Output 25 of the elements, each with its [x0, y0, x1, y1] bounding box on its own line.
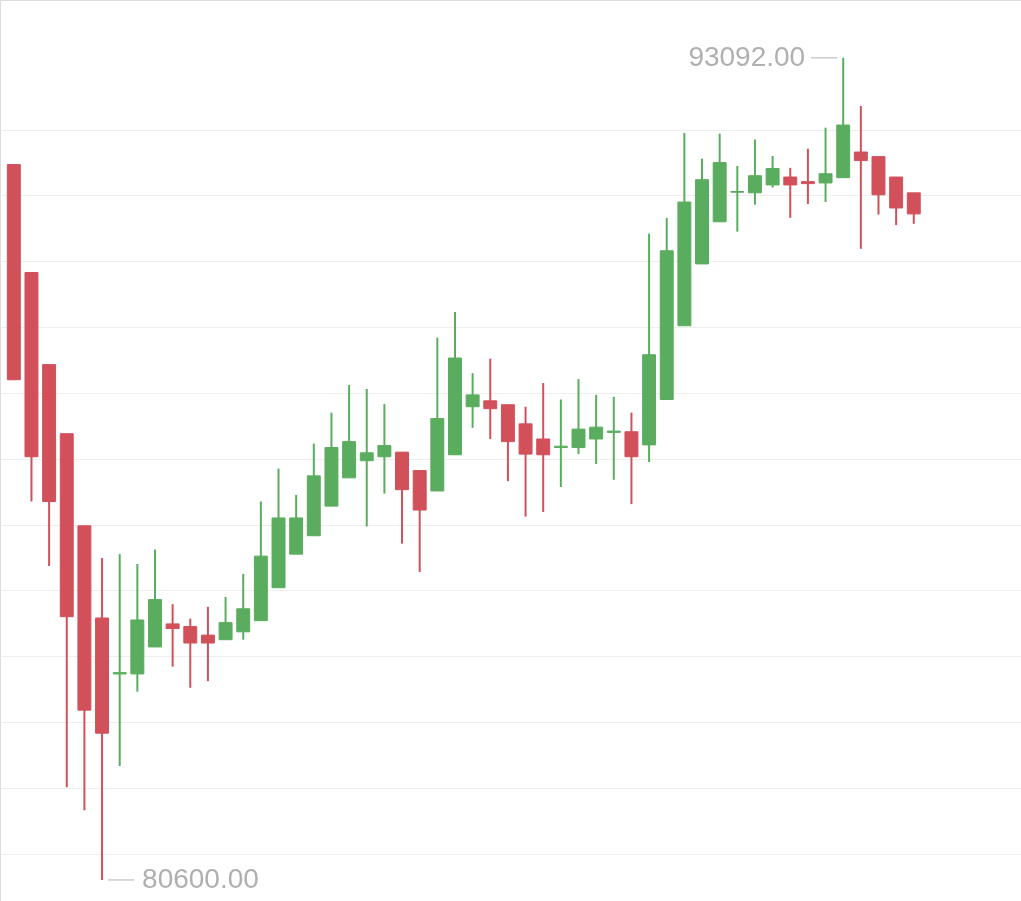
candlestick: [236, 572, 251, 641]
candlestick: [483, 357, 498, 440]
candlestick: [553, 398, 568, 489]
candlestick: [783, 166, 798, 219]
candlestick: [218, 595, 233, 641]
annotation: 93092.00: [688, 40, 806, 72]
candlestick: [730, 164, 745, 233]
candlestick: [465, 372, 480, 429]
candlestick: [853, 104, 868, 250]
candlestick: [765, 154, 780, 189]
candlestick: [536, 382, 551, 514]
candlestick: [906, 191, 921, 225]
candlestick: [800, 147, 815, 206]
candlestick: [200, 605, 215, 683]
candlestick: [183, 617, 198, 689]
candlestick: [589, 393, 604, 465]
candlestick: [359, 387, 374, 528]
candlestick: [377, 403, 392, 495]
candlestick: [112, 553, 127, 768]
candlestick: [165, 603, 180, 668]
candlestick: [818, 126, 833, 204]
annotation: 80600.00: [142, 862, 259, 894]
candlestick: [606, 395, 621, 481]
candlestick: [571, 378, 586, 456]
candlestick: [747, 138, 762, 206]
